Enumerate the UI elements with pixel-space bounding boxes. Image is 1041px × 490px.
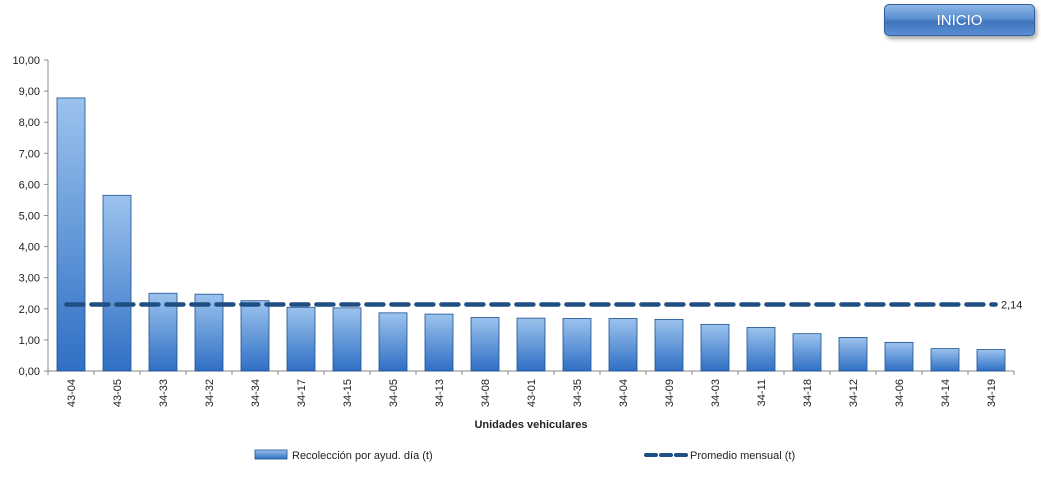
y-tick-label: 6,00	[19, 179, 40, 191]
bar-34-18	[792, 333, 822, 372]
x-tick-label: 43-05	[112, 379, 124, 407]
x-tick-label: 34-06	[894, 379, 906, 407]
bar-series	[56, 97, 1006, 372]
bar-34-04	[608, 318, 638, 372]
bar-34-17	[286, 306, 316, 372]
bar-34-14	[930, 348, 960, 372]
legend: Recolección por ayud. día (t) Promedio m…	[254, 449, 795, 462]
x-tick-label: 34-12	[848, 379, 860, 407]
x-tick-label: 34-09	[664, 379, 676, 407]
x-axis-title: Unidades vehiculares	[474, 419, 587, 431]
y-tick-label: 8,00	[19, 117, 40, 129]
x-tick-label: 34-17	[296, 379, 308, 407]
x-tick-label: 34-11	[756, 379, 768, 406]
inicio-button[interactable]: INICIO	[884, 4, 1035, 36]
bar-34-05	[378, 312, 408, 372]
y-tick-label: 7,00	[19, 148, 40, 160]
legend-label-bars: Recolección por ayud. día (t)	[292, 450, 433, 462]
x-tick-label: 34-08	[480, 379, 492, 407]
x-tick-label: 34-33	[158, 379, 170, 407]
y-tick-label: 9,00	[19, 86, 40, 98]
bar-34-06	[884, 341, 914, 372]
bar-34-08	[470, 317, 500, 372]
x-tick-label: 34-35	[572, 379, 584, 407]
x-tick-label: 43-04	[66, 379, 78, 407]
x-tick-label: 34-03	[710, 379, 722, 407]
bar-34-19	[976, 349, 1006, 372]
y-axis: 0,00 1,00 2,00 3,00 4,00 5,00 6,00 7,00 8,00 9,00…	[12, 55, 49, 378]
bar-34-11	[746, 327, 776, 372]
x-tick-label: 34-15	[342, 379, 354, 407]
bar-34-03	[700, 323, 730, 372]
x-tick-label: 34-04	[618, 379, 630, 407]
y-tick-label: 4,00	[19, 242, 40, 254]
bar-43-04	[56, 97, 86, 372]
x-tick-label: 34-18	[802, 379, 814, 407]
average-line-series: 2,14	[64, 299, 1022, 311]
bar-34-15	[332, 307, 362, 372]
average-value-label: 2,14	[1001, 299, 1022, 311]
x-tick-label: 43-01	[526, 379, 538, 407]
y-tick-label: 10,00	[12, 55, 40, 67]
y-tick-label: 2,00	[19, 304, 40, 316]
x-tick-label: 34-05	[388, 379, 400, 407]
bar-34-13	[424, 313, 454, 372]
x-axis: 43-04 43-05 34-33 34-32 34-34 34-17 34-15 34-05…	[47, 370, 1015, 407]
y-tick-label: 0,00	[19, 366, 40, 378]
y-tick-label: 3,00	[19, 273, 40, 285]
y-tick-label: 1,00	[19, 335, 40, 347]
x-tick-label: 34-34	[250, 379, 262, 407]
bar-34-35	[562, 318, 592, 372]
legend-swatch-bars	[254, 449, 288, 460]
bar-43-01	[516, 317, 546, 372]
x-tick-label: 34-19	[986, 379, 998, 407]
x-tick-label: 34-14	[940, 379, 952, 407]
bar-34-32	[194, 293, 224, 372]
legend-label-average: Promedio mensual (t)	[690, 450, 795, 462]
bar-34-12	[838, 337, 868, 372]
bar-43-05	[102, 194, 132, 372]
x-tick-label: 34-32	[204, 379, 216, 407]
x-tick-label: 34-13	[434, 379, 446, 407]
y-tick-label: 5,00	[19, 211, 40, 223]
bar-34-34	[240, 300, 270, 372]
bar-34-09	[654, 318, 684, 372]
